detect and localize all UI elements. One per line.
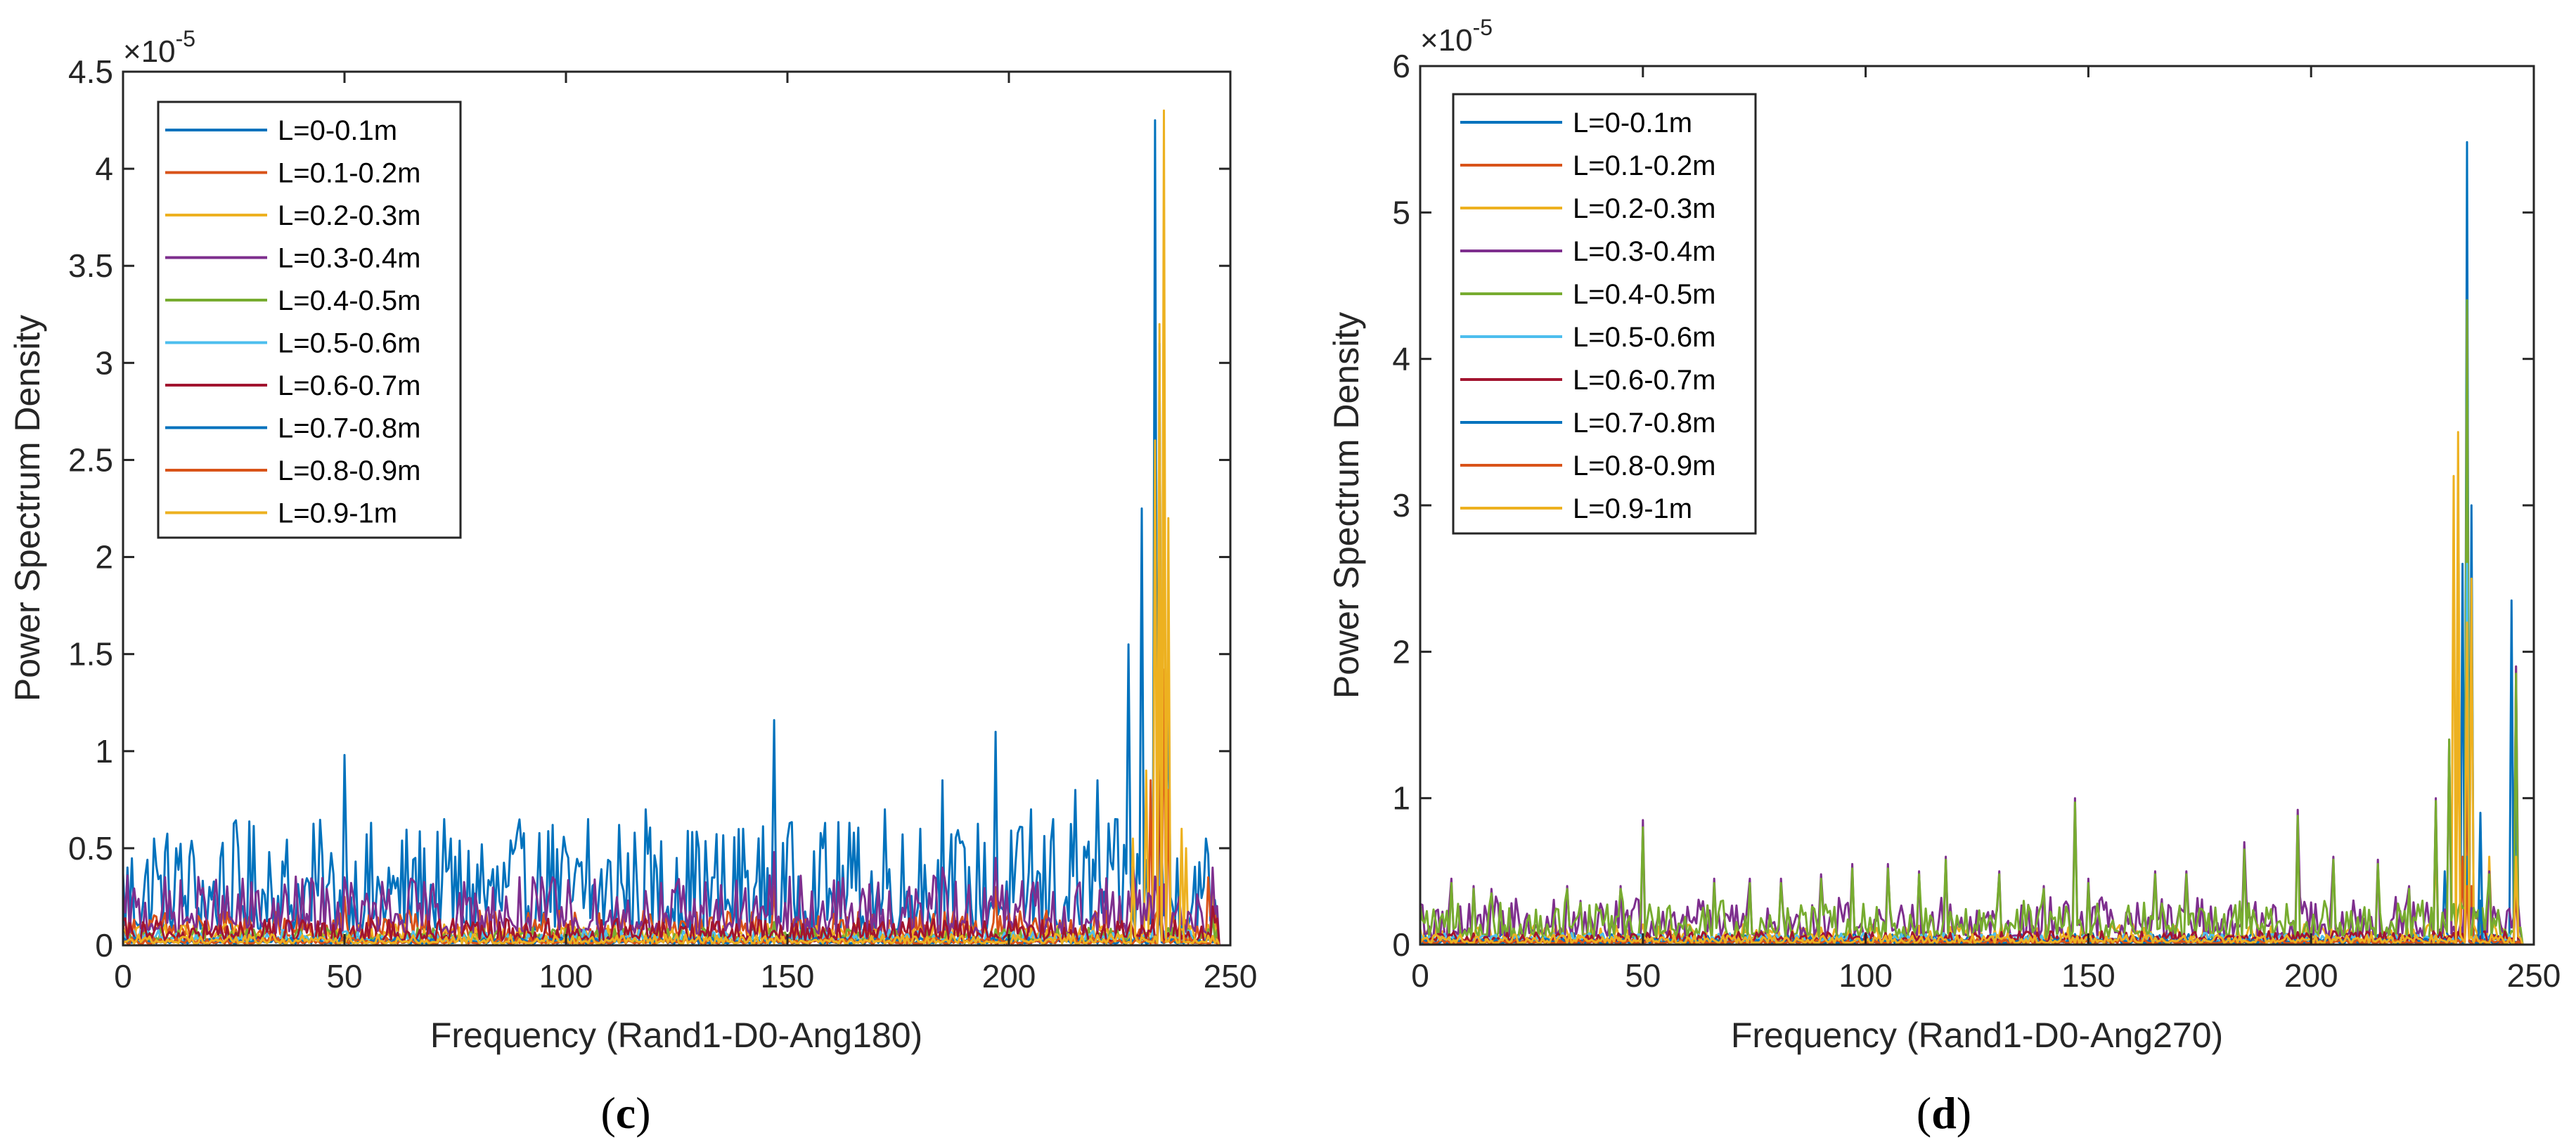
y-tick-label: 2 [95, 539, 113, 576]
legend-label: L=0.1-0.2m [1573, 150, 1715, 181]
x-tick-label: 0 [114, 958, 132, 994]
legend-d: L=0-0.1m L=0.1-0.2m L=0.2-0.3m L=0.3-0.4m L=… [1452, 93, 1757, 535]
legend-label: L=0-0.1m [1573, 108, 1692, 138]
x-tick-label: 150 [761, 958, 815, 994]
panel-label-d: (d) [1917, 1088, 1971, 1138]
legend-box-d [1452, 93, 1757, 535]
y-tick-label: 1 [1392, 780, 1410, 817]
legend-label: L=0.8-0.9m [278, 455, 420, 486]
y-ticks-c: 0 0.5 1 1.5 2 2.5 3 3.5 4 4.5 [68, 53, 1230, 964]
legend-label: L=0.9-1m [278, 498, 397, 529]
y-tick-label: 3 [1392, 487, 1410, 524]
x-tick-label: 200 [982, 958, 1036, 994]
y-exponent-d: ×10-5 [1420, 15, 1493, 58]
y-tick-label: 0 [1392, 926, 1410, 963]
series-line-10 [122, 381, 1230, 947]
legend-label: L=0.4-0.5m [278, 285, 420, 316]
x-tick-label: 250 [2507, 957, 2561, 994]
x-ticks-d: 0 50 100 150 200 250 [1411, 66, 2561, 994]
legend-label: L=0.1-0.2m [278, 158, 420, 189]
y-tick-label: 4 [1392, 341, 1410, 377]
legend-label: L=0.5-0.6m [278, 328, 420, 359]
y-tick-label: 0.5 [68, 830, 113, 867]
x-tick-label: 50 [1625, 957, 1661, 994]
legend-label: L=0-0.1m [278, 115, 397, 146]
series-line-5 [1419, 299, 2534, 946]
y-tick-label: 0 [95, 927, 113, 964]
y-tick-label: 1.5 [68, 636, 113, 673]
legend-label: L=0.3-0.4m [278, 243, 420, 274]
x-axis-label-d: Frequency (Rand1-D0-Ang270) [1731, 1016, 2223, 1055]
x-axis-label-c: Frequency (Rand1-D0-Ang180) [430, 1016, 922, 1055]
x-tick-label: 150 [2061, 957, 2115, 994]
x-tick-label: 100 [1838, 957, 1893, 994]
series-line-1 [122, 119, 1230, 947]
series-line-10 [1419, 621, 2534, 946]
y-tick-label: 3.5 [68, 247, 113, 284]
series-line-4 [122, 692, 1230, 947]
x-tick-label: 250 [1204, 958, 1258, 994]
series-group-d [1419, 141, 2534, 946]
y-ticks-d: 0 1 2 3 4 5 6 [1392, 48, 2534, 963]
legend-label: L=0.6-0.7m [1573, 365, 1715, 396]
y-axis-label-d: Power Spectrum Density [1327, 312, 1366, 699]
legend-box-c [157, 101, 462, 539]
legend-label: L=0.9-1m [1573, 493, 1692, 524]
x-tick-label: 0 [1411, 957, 1429, 994]
chart-panel-c: 0 50 100 150 200 250 0 0.5 1 1.5 2 2.5 3 3.5 4 4.5 ×10… [8, 26, 1257, 1138]
y-axis-label-c: Power Spectrum Density [8, 315, 47, 701]
y-tick-label: 4.5 [68, 53, 113, 90]
legend-entries-c: L=0-0.1m L=0.1-0.2m L=0.2-0.3m L=0.3-0.4m L=… [165, 115, 420, 529]
legend-c: L=0-0.1m L=0.1-0.2m L=0.2-0.3m L=0.3-0.4m L=… [157, 101, 462, 539]
axes-box-c [122, 70, 1232, 947]
series-group-c [122, 109, 1230, 947]
series-line-4 [1419, 299, 2534, 946]
y-tick-label: 5 [1392, 194, 1410, 231]
y-tick-label: 1 [95, 733, 113, 770]
legend-label: L=0.7-0.8m [1573, 408, 1715, 439]
legend-label: L=0.3-0.4m [1573, 236, 1715, 267]
y-tick-label: 6 [1392, 48, 1410, 84]
legend-label: L=0.7-0.8m [278, 413, 420, 444]
panel-label-c: (c) [600, 1088, 650, 1138]
y-tick-label: 4 [95, 150, 113, 187]
legend-label: L=0.5-0.6m [1573, 322, 1715, 353]
y-exponent-c: ×10-5 [123, 26, 195, 69]
x-tick-label: 100 [539, 958, 593, 994]
y-tick-label: 2 [1392, 633, 1410, 670]
legend-entries-d: L=0-0.1m L=0.1-0.2m L=0.2-0.3m L=0.3-0.4m L=… [1460, 108, 1715, 524]
x-tick-label: 50 [326, 958, 362, 994]
legend-label: L=0.2-0.3m [278, 200, 420, 231]
legend-label: L=0.8-0.9m [1573, 451, 1715, 481]
chart-panel-d: 0 50 100 150 200 250 0 1 2 3 4 5 6 ×10-5 Frequency … [1327, 15, 2561, 1138]
legend-label: L=0.4-0.5m [1573, 279, 1715, 310]
x-ticks-c: 0 50 100 150 200 250 [114, 72, 1257, 994]
y-tick-label: 2.5 [68, 441, 113, 478]
legend-label: L=0.2-0.3m [1573, 193, 1715, 224]
legend-label: L=0.6-0.7m [278, 370, 420, 401]
x-tick-label: 200 [2284, 957, 2338, 994]
y-tick-label: 3 [95, 344, 113, 381]
